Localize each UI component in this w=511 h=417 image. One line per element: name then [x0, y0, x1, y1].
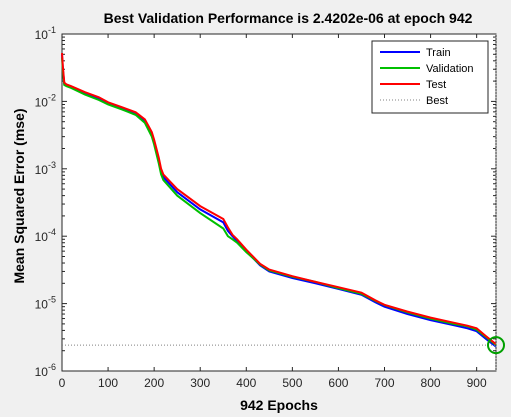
legend-label-best: Best — [426, 95, 448, 107]
y-tick-label: 10-5 — [35, 295, 56, 312]
y-tick-label-exponent: -4 — [48, 227, 56, 237]
y-tick-label: 10-6 — [35, 362, 56, 379]
x-tick-label: 100 — [98, 376, 118, 390]
y-tick-label-exponent: -5 — [48, 295, 56, 305]
y-axis-label: Mean Squared Error (mse) — [11, 108, 27, 283]
y-tick-label-exponent: -6 — [48, 362, 56, 372]
x-tick-label: 300 — [190, 376, 210, 390]
y-axis-ticks: 10-610-510-410-310-210-1 — [35, 25, 496, 379]
y-tick-label-exponent: -3 — [48, 160, 56, 170]
y-tick-label-base: 10 — [35, 95, 49, 109]
series-line-train — [61, 54, 497, 348]
y-tick-label: 10-1 — [35, 25, 56, 42]
legend: Train Validation Test Best — [371, 40, 489, 114]
legend-label-test: Test — [426, 79, 446, 91]
y-tick-label-base: 10 — [35, 163, 49, 177]
x-tick-label: 400 — [236, 376, 256, 390]
x-tick-label: 700 — [374, 376, 394, 390]
legend-label-validation: Validation — [426, 63, 474, 75]
series-line-test — [61, 53, 497, 345]
x-axis-ticks: 0 100 200 300 400 500 600 700 800 900 — [59, 34, 487, 390]
x-tick-label: 200 — [144, 376, 164, 390]
chart-title: Best Validation Performance is 2.4202e-0… — [104, 10, 473, 26]
legend-label-train: Train — [426, 47, 451, 59]
x-tick-label: 900 — [467, 376, 487, 390]
y-tick-label-base: 10 — [35, 365, 49, 379]
x-tick-label: 0 — [59, 376, 66, 390]
y-tick-label-exponent: -2 — [48, 92, 56, 102]
x-tick-label: 500 — [282, 376, 302, 390]
y-tick-label-base: 10 — [35, 298, 49, 312]
y-tick-label: 10-4 — [35, 227, 56, 244]
x-tick-label: 800 — [421, 376, 441, 390]
best-point-marker — [487, 336, 505, 355]
y-tick-label-base: 10 — [35, 28, 49, 42]
y-tick-label-exponent: -1 — [48, 25, 56, 35]
series-lines — [61, 34, 497, 371]
y-tick-label-base: 10 — [35, 230, 49, 244]
x-tick-label: 600 — [328, 376, 348, 390]
y-tick-label: 10-2 — [35, 92, 56, 109]
x-axis-label: 942 Epochs — [240, 397, 318, 413]
y-tick-label: 10-3 — [35, 160, 56, 177]
